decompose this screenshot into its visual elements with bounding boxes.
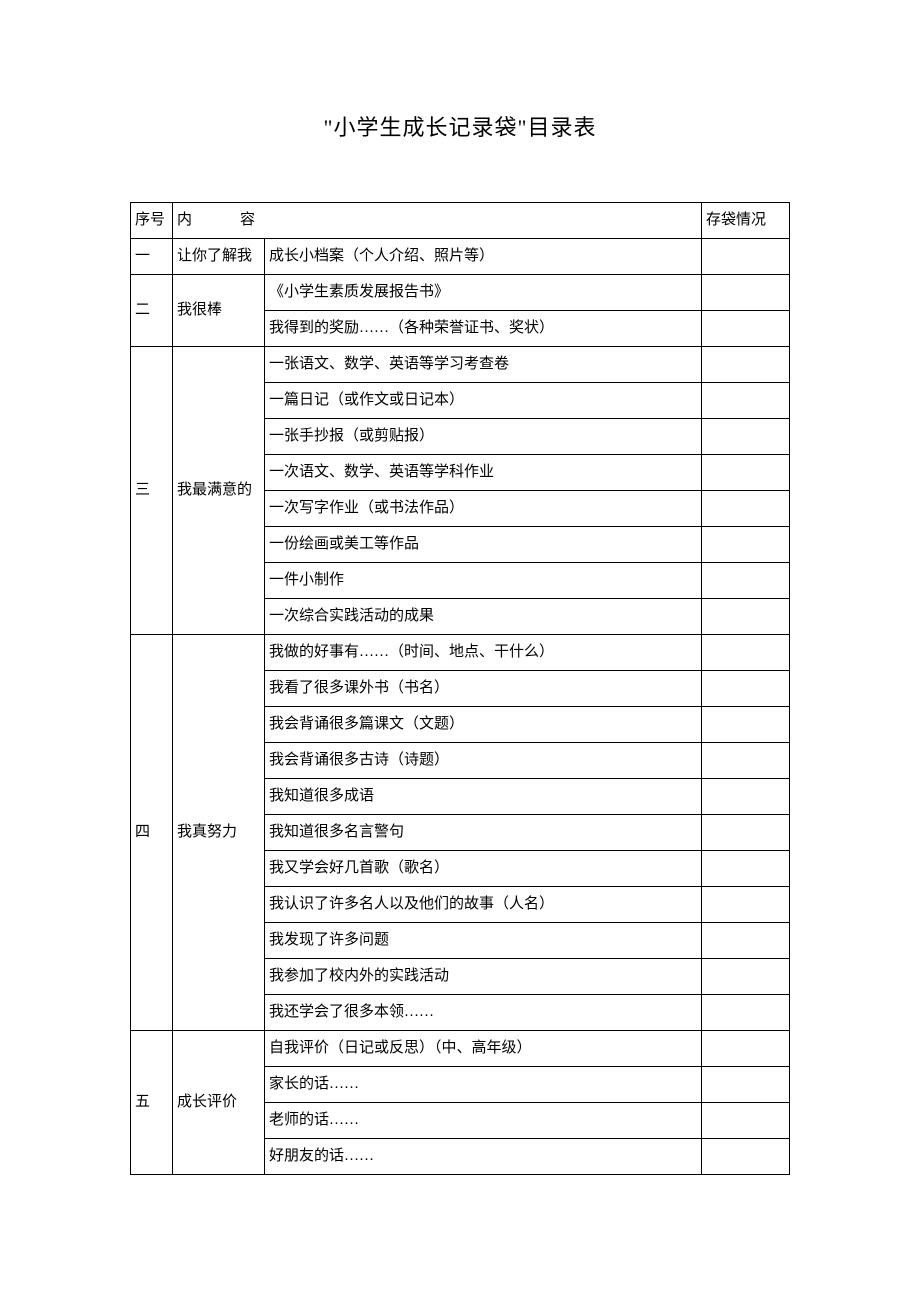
cell-status	[702, 959, 790, 995]
cell-item: 我看了很多课外书（书名）	[265, 671, 702, 707]
cell-status	[702, 599, 790, 635]
cell-category: 我最满意的	[173, 347, 265, 635]
cell-status	[702, 383, 790, 419]
cell-status	[702, 923, 790, 959]
table-header-row: 序号 内容 存袋情况	[131, 203, 790, 239]
cell-item: 我发现了许多问题	[265, 923, 702, 959]
cell-status	[702, 779, 790, 815]
cell-status	[702, 635, 790, 671]
cell-status	[702, 419, 790, 455]
cell-item: 自我评价（日记或反思）（中、高年级）	[265, 1031, 702, 1067]
header-status: 存袋情况	[702, 203, 790, 239]
cell-item: 我做的好事有……（时间、地点、干什么）	[265, 635, 702, 671]
table-row: 四我真努力我做的好事有……（时间、地点、干什么）	[131, 635, 790, 671]
cell-category: 我真努力	[173, 635, 265, 1031]
cell-status	[702, 563, 790, 599]
cell-status	[702, 1139, 790, 1175]
cell-item: 我知道很多名言警句	[265, 815, 702, 851]
cell-item: 好朋友的话……	[265, 1139, 702, 1175]
catalog-table: 序号 内容 存袋情况 一让你了解我成长小档案（个人介绍、照片等）二我很棒《小学生…	[130, 202, 790, 1175]
cell-item: 我还学会了很多本领……	[265, 995, 702, 1031]
cell-seq: 三	[131, 347, 173, 635]
cell-seq: 二	[131, 275, 173, 347]
table-row: 一让你了解我成长小档案（个人介绍、照片等）	[131, 239, 790, 275]
cell-seq: 四	[131, 635, 173, 1031]
table-row: 二我很棒《小学生素质发展报告书》	[131, 275, 790, 311]
cell-category: 我很棒	[173, 275, 265, 347]
cell-item: 一张手抄报（或剪贴报）	[265, 419, 702, 455]
cell-item: 《小学生素质发展报告书》	[265, 275, 702, 311]
cell-item: 一篇日记（或作文或日记本）	[265, 383, 702, 419]
cell-status	[702, 815, 790, 851]
cell-category: 成长评价	[173, 1031, 265, 1175]
cell-status	[702, 851, 790, 887]
cell-status	[702, 275, 790, 311]
cell-item: 一张语文、数学、英语等学习考查卷	[265, 347, 702, 383]
cell-item: 一次语文、数学、英语等学科作业	[265, 455, 702, 491]
header-content: 内容	[173, 203, 702, 239]
cell-status	[702, 491, 790, 527]
cell-item: 一次综合实践活动的成果	[265, 599, 702, 635]
cell-status	[702, 707, 790, 743]
cell-status	[702, 239, 790, 275]
header-seq: 序号	[131, 203, 173, 239]
cell-status	[702, 887, 790, 923]
cell-status	[702, 1067, 790, 1103]
cell-status	[702, 1031, 790, 1067]
cell-seq: 一	[131, 239, 173, 275]
cell-category: 让你了解我	[173, 239, 265, 275]
cell-item: 我得到的奖励……（各种荣誉证书、奖状）	[265, 311, 702, 347]
cell-item: 我会背诵很多古诗（诗题）	[265, 743, 702, 779]
cell-item: 我参加了校内外的实践活动	[265, 959, 702, 995]
cell-item: 我认识了许多名人以及他们的故事（人名）	[265, 887, 702, 923]
cell-status	[702, 527, 790, 563]
cell-item: 一次写字作业（或书法作品）	[265, 491, 702, 527]
cell-status	[702, 455, 790, 491]
cell-item: 老师的话……	[265, 1103, 702, 1139]
cell-status	[702, 1103, 790, 1139]
cell-status	[702, 671, 790, 707]
cell-item: 一件小制作	[265, 563, 702, 599]
cell-status	[702, 311, 790, 347]
cell-item: 成长小档案（个人介绍、照片等）	[265, 239, 702, 275]
table-row: 三我最满意的一张语文、数学、英语等学习考查卷	[131, 347, 790, 383]
cell-item: 我又学会好几首歌（歌名）	[265, 851, 702, 887]
cell-seq: 五	[131, 1031, 173, 1175]
cell-status	[702, 743, 790, 779]
cell-item: 我会背诵很多篇课文（文题）	[265, 707, 702, 743]
cell-item: 我知道很多成语	[265, 779, 702, 815]
cell-status	[702, 347, 790, 383]
cell-item: 家长的话……	[265, 1067, 702, 1103]
cell-item: 一份绘画或美工等作品	[265, 527, 702, 563]
table-row: 五成长评价自我评价（日记或反思）（中、高年级）	[131, 1031, 790, 1067]
page-title: "小学生成长记录袋"目录表	[130, 110, 790, 142]
cell-status	[702, 995, 790, 1031]
